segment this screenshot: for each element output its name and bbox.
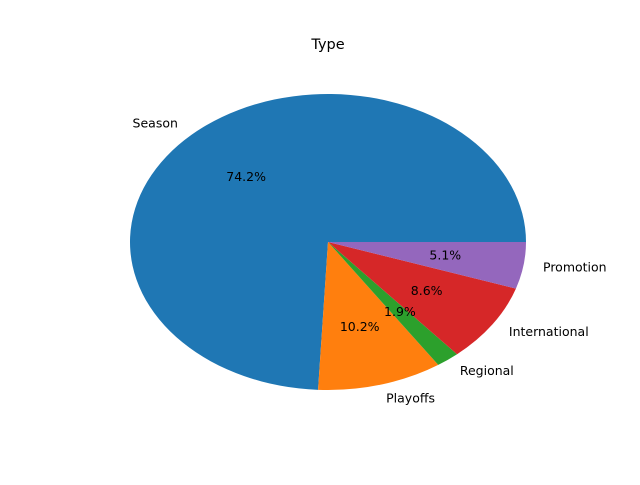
pie-slice-season [130,94,526,390]
slice-label-promotion: Promotion [543,259,607,274]
slice-label-international: International [509,324,589,339]
slice-pct-regional: 1.9% [384,304,416,319]
chart-title: Type [310,37,344,53]
slice-label-season: Season [133,116,178,131]
pie-slice-international [328,242,516,355]
pie-slice-playoffs [318,242,439,390]
slice-label-regional: Regional [460,363,514,378]
pie-slice-promotion [328,242,526,289]
slice-pct-playoffs: 10.2% [340,319,380,334]
slice-label-playoffs: Playoffs [386,390,435,405]
pie-slice-regional [328,242,458,365]
slice-pct-international: 8.6% [411,283,443,298]
pie-slices [130,94,526,390]
slice-pct-season: 74.2% [226,169,266,184]
slice-pct-promotion: 5.1% [429,248,461,263]
pie-labels: Season 74.2% Playoffs 10.2% Regional 1.9% Inte… [133,116,607,406]
